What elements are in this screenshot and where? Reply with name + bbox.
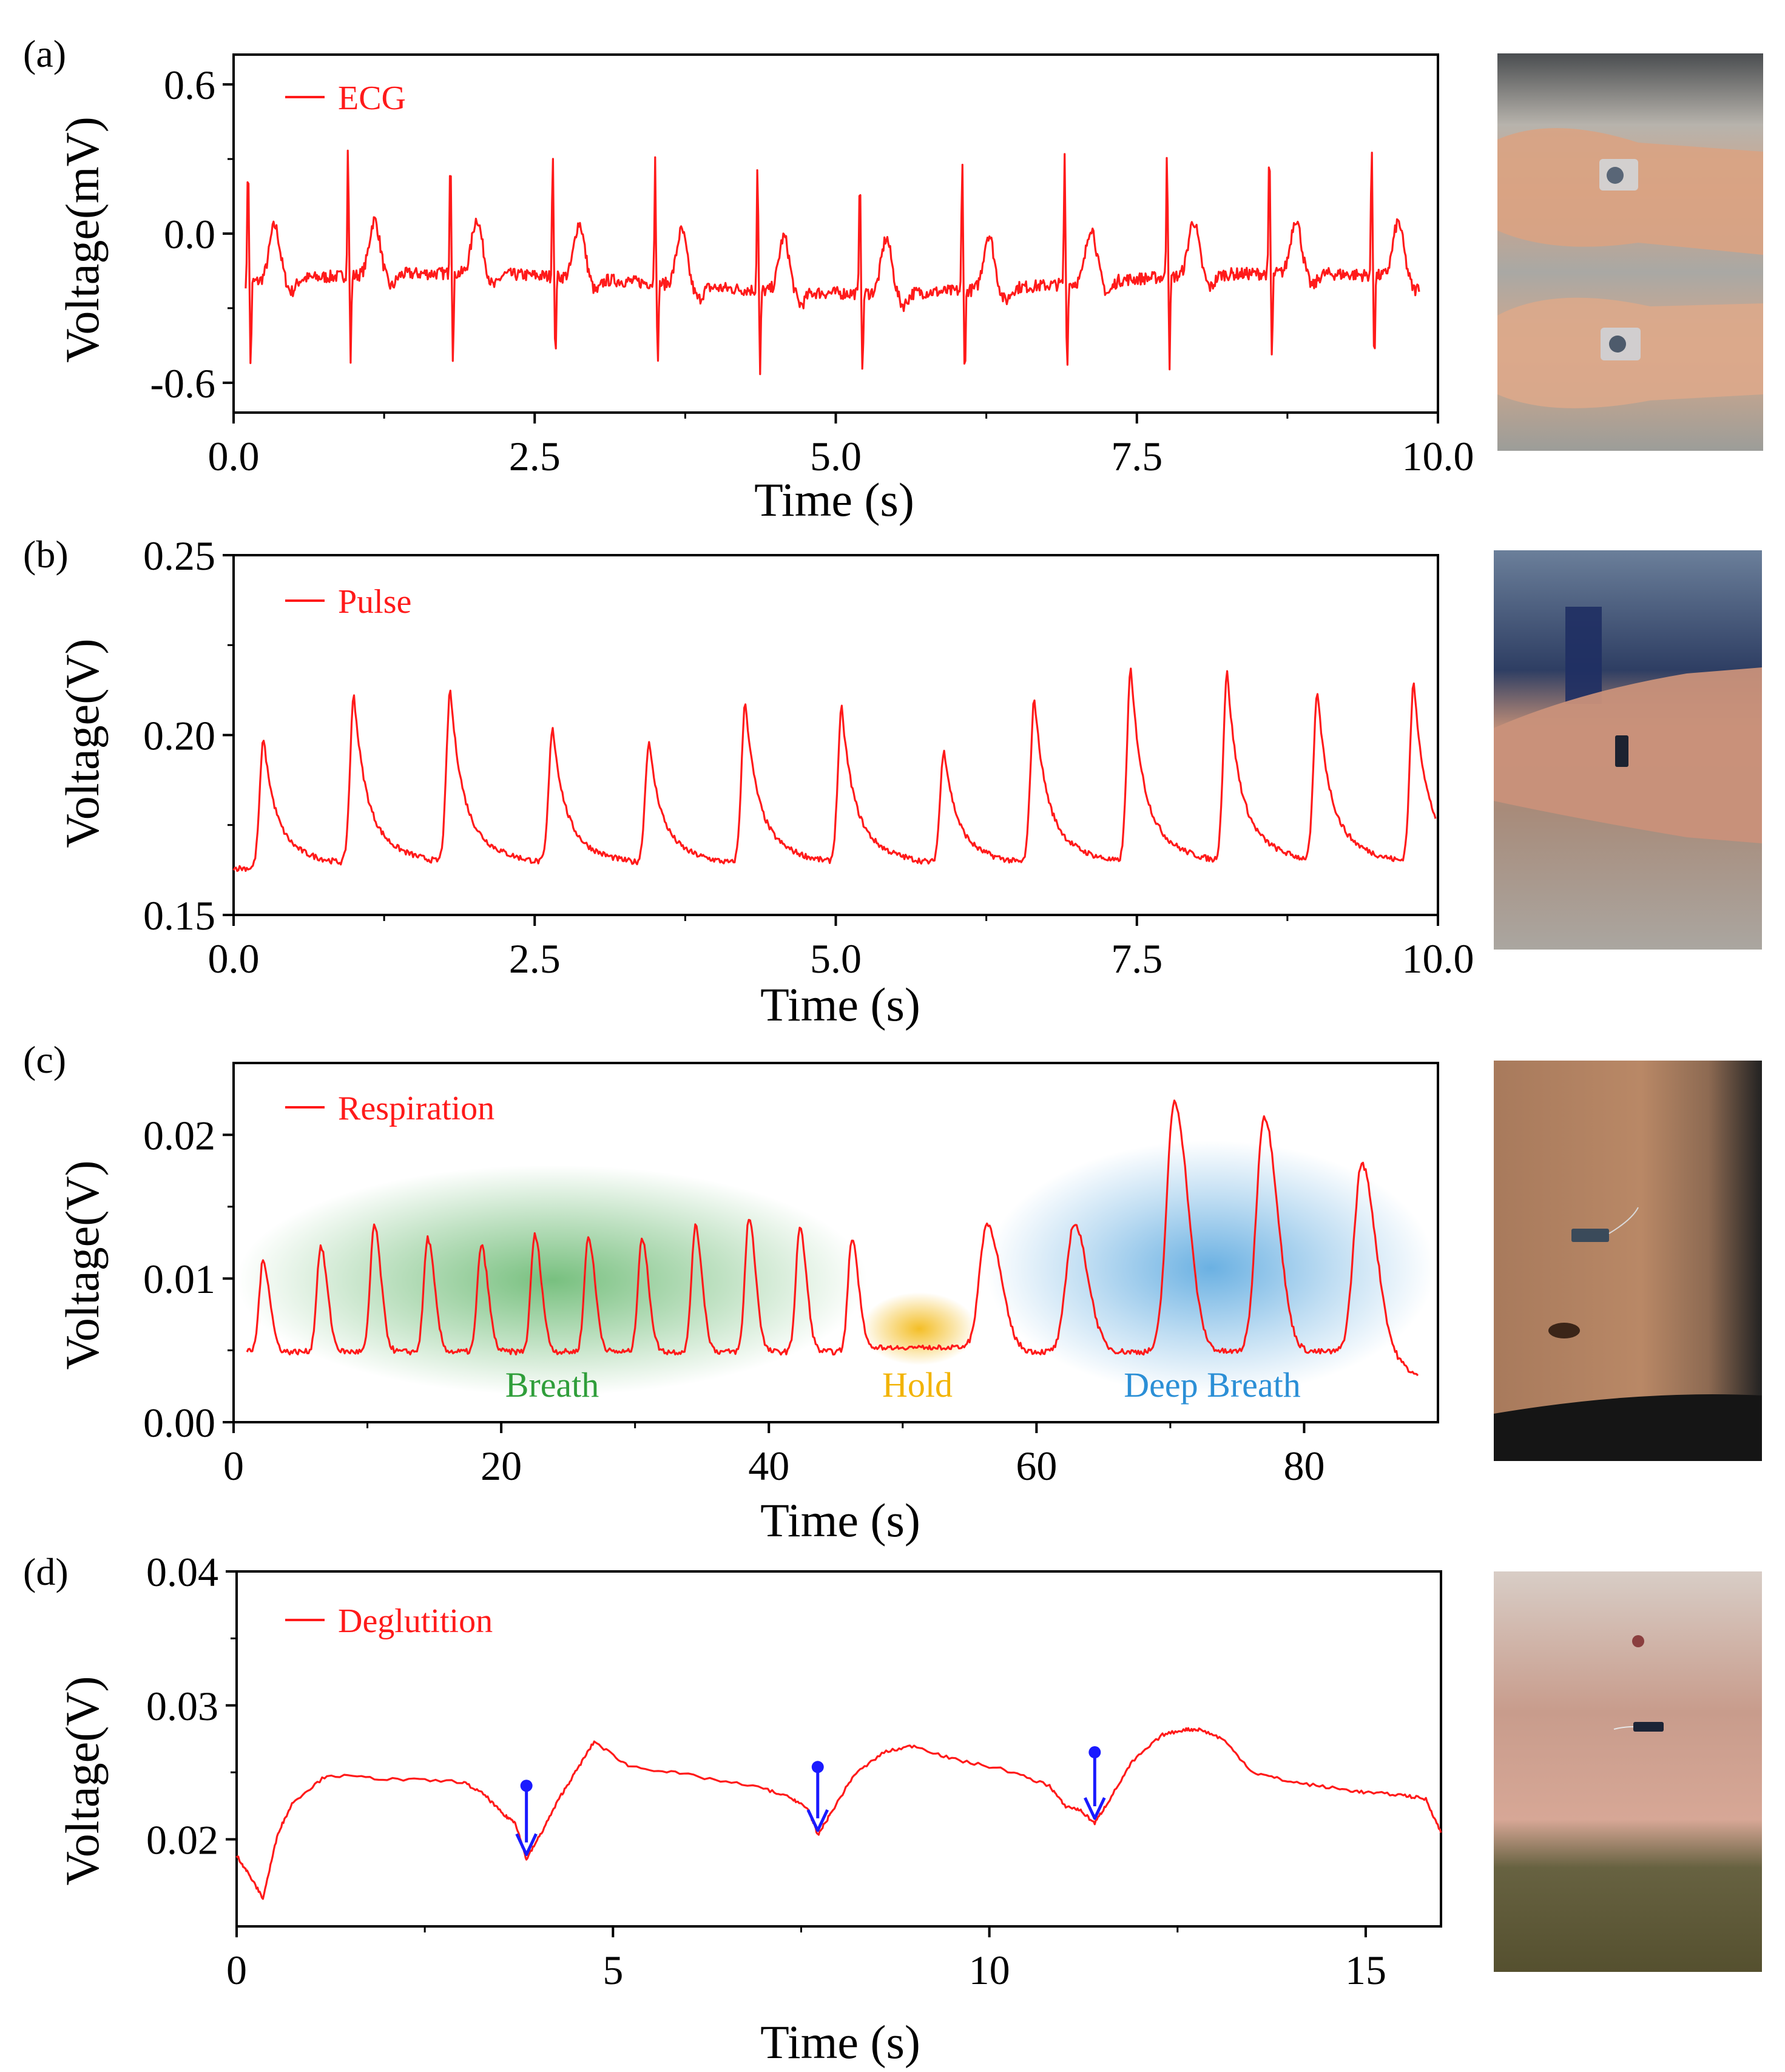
panel-a-series [245,149,1420,376]
panel-c-trace [246,1099,1419,1377]
panel-c-legend: Respiration [285,1090,494,1127]
panel-c-xtick-label: 0 [223,1443,244,1489]
panel-c-region-glows [237,1141,1435,1395]
panel-d: (d) Voltage(V) 0 5 10 15 0.02 0.03 0.04 Deglu… [23,1549,1442,2068]
panel-c-label: (c) [23,1038,66,1081]
panel-d-y-ticks: 0.02 0.03 0.04 [146,1549,237,1863]
panel-a-legend-label: ECG [338,79,406,117]
panel-a-y-ticks: -0.6 0.0 0.6 [150,62,234,407]
panel-b-legend: Pulse [285,583,411,621]
panel-d-ytick-label: 0.03 [146,1683,218,1729]
panel-b-ytick-label: 0.20 [143,713,215,759]
region-glow-breath [237,1165,868,1395]
panel-c-xlabel: Time (s) [760,1494,920,1547]
panel-d-ytick-label: 0.04 [146,1549,218,1595]
panel-c-y-ticks: 0.00 0.01 0.02 [143,1112,234,1446]
photo-wrist-electrodes [1497,53,1763,451]
swallow-marker-arrowhead [515,1833,538,1857]
panel-d-swallow-markers [515,1746,1106,1857]
region-glow-deep-breath [986,1141,1435,1395]
panel-b: (b) Voltage(V) 0.0 2.5 5.0 7.5 10.0 0.15 0.20… [23,533,1474,1031]
panel-c-plot-area [232,1062,1439,1423]
region-label-breath: Breath [505,1365,599,1405]
panel-a-ylabel: Voltage(mV) [56,116,109,363]
region-label-deep-breath: Deep Breath [1124,1365,1300,1405]
panel-b-ytick-label: 0.25 [143,533,215,579]
panel-d-xtick-label: 5 [602,1947,623,1993]
panel-a-xtick-label: 5.0 [810,433,862,479]
panel-c-ytick-label: 0.02 [143,1112,215,1158]
panel-a-xtick-label: 2.5 [509,433,561,479]
panel-b-xtick-label: 2.5 [509,936,561,982]
panel-d-xtick-label: 15 [1345,1947,1386,1993]
panel-b-label: (b) [23,533,69,576]
panel-c-ylabel: Voltage(V) [56,1160,109,1369]
photo-neck-deglutition-sensor [1494,1571,1762,1972]
panel-c-xtick-label: 80 [1283,1443,1324,1489]
panel-b-y-ticks: 0.15 0.20 0.25 [143,533,234,939]
panel-a-xtick-label: 10.0 [1402,433,1474,479]
swallow-marker-arrowhead [806,1809,829,1832]
panel-c-xtick-label: 20 [481,1443,522,1489]
panel-c-series [246,1099,1419,1377]
panel-a-ytick-label: -0.6 [150,360,215,407]
panel-a-ytick-label: 0.0 [164,211,215,257]
panel-b-ytick-label: 0.15 [143,893,215,939]
panel-b-x-ticks: 0.0 2.5 5.0 7.5 10.0 [208,915,1474,982]
panel-a-xtick-label: 0.0 [208,433,260,479]
panel-d-legend-label: Deglutition [338,1602,493,1640]
panel-b-xtick-label: 10.0 [1402,936,1474,982]
panel-d-series [235,1727,1442,1900]
panel-b-series [232,667,1437,872]
panel-c-xtick-label: 60 [1016,1443,1057,1489]
photo-abdomen-respiration-sensor [1494,1061,1762,1461]
panel-d-xtick-label: 10 [969,1947,1010,1993]
region-glow-hold [862,1292,977,1365]
panel-d-ylabel: Voltage(V) [56,1676,109,1885]
panel-d-plot-area [235,1570,1442,1928]
panel-d-label: (d) [23,1550,69,1593]
panel-a-plot-area [232,53,1439,414]
panel-b-plot-area [232,554,1439,916]
panel-a-label: (a) [23,32,66,75]
panel-a-legend: ECG [285,79,406,117]
panel-b-legend-label: Pulse [338,583,411,621]
panel-d-x-ticks: 0 5 10 15 [226,1926,1386,1993]
panel-b-ylabel: Voltage(V) [56,638,109,848]
panel-d-xlabel: Time (s) [760,2016,920,2068]
panel-b-xtick-label: 5.0 [810,936,862,982]
panel-d-ytick-label: 0.02 [146,1817,218,1863]
panel-c-x-ticks: 0 20 40 60 80 [223,1422,1324,1489]
panel-c: (c) Voltage(V) 0 20 40 60 80 0.00 0.01 0.02 Re… [23,1038,1439,1547]
panel-c-legend-label: Respiration [338,1090,494,1127]
panel-a-trace [245,149,1420,376]
panel-a: (a) Voltage(mV) 0.0 2.5 5.0 7.5 10.0 -0.6 0.0… [23,32,1474,526]
panel-c-ytick-label: 0.00 [143,1400,215,1446]
panel-d-trace [235,1727,1442,1900]
photo-wrist-pulse-sensor [1494,550,1762,950]
panel-b-trace [232,667,1437,872]
swallow-marker-arrowhead [1084,1797,1106,1820]
panel-b-xtick-label: 0.0 [208,936,260,982]
panel-c-xtick-label: 40 [748,1443,789,1489]
panel-d-legend: Deglutition [285,1602,493,1640]
panel-a-x-ticks: 0.0 2.5 5.0 7.5 10.0 [208,413,1474,479]
panel-a-xlabel: Time (s) [754,473,914,526]
panel-b-xlabel: Time (s) [760,978,920,1031]
panel-a-ytick-label: 0.6 [164,62,215,108]
region-label-hold: Hold [882,1365,953,1405]
panel-a-xtick-label: 7.5 [1111,433,1162,479]
panel-c-ytick-label: 0.01 [143,1256,215,1302]
panel-b-xtick-label: 7.5 [1111,936,1162,982]
panel-d-xtick-label: 0 [226,1947,247,1993]
